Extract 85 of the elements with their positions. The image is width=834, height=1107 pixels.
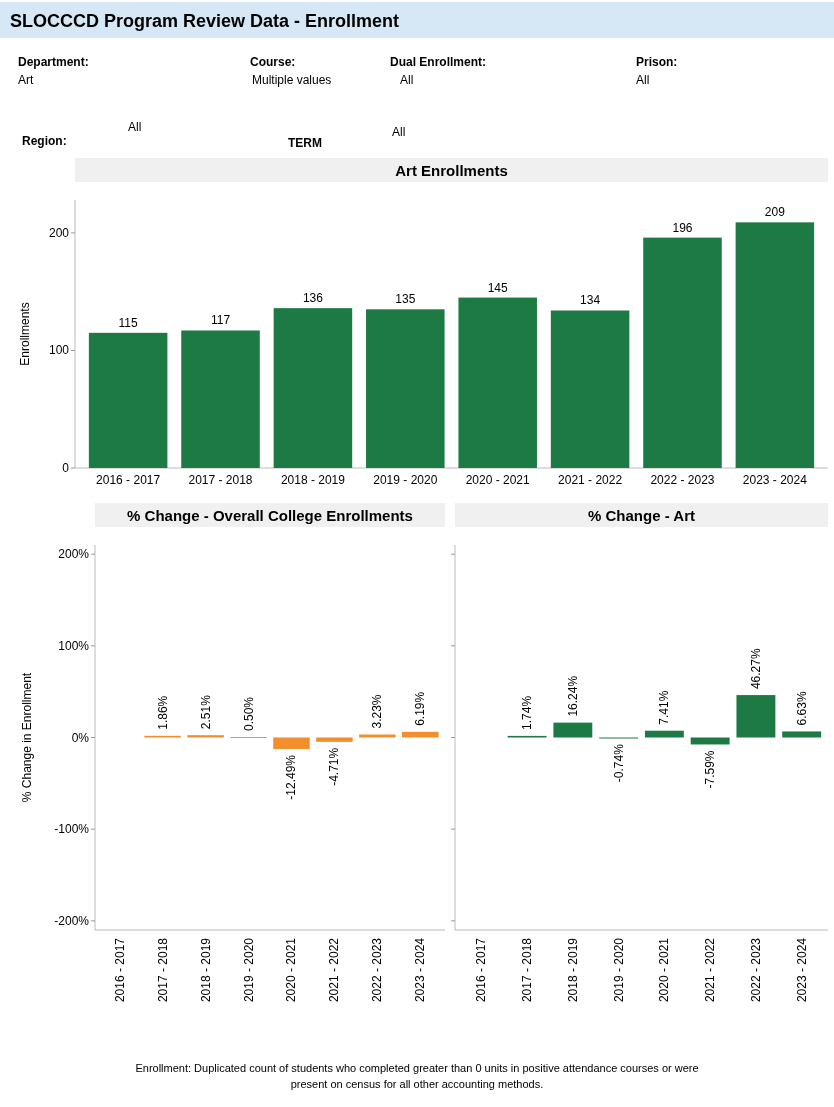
y-tick-label: 100% [58, 638, 90, 653]
y-tick-label: 200% [58, 547, 90, 562]
bar [782, 731, 822, 738]
data-label: -0.74% [611, 743, 626, 783]
data-label: 196 [672, 220, 693, 235]
x-tick-label: 2019 - 2020 [611, 937, 626, 1003]
y-axis-title: % Change in Enrollment [20, 672, 34, 803]
x-tick-label: 2021 - 2022 [558, 473, 623, 487]
x-tick-label: 2023 - 2024 [413, 937, 428, 1003]
x-tick-label: 2023 - 2024 [742, 473, 808, 487]
text: Prison: [636, 55, 678, 69]
bar [181, 330, 260, 468]
data-label: 16.24% [565, 675, 580, 717]
x-tick-label: 2021 - 2022 [703, 937, 718, 1003]
text: Dual Enrollment: [390, 55, 487, 69]
data-label: 1.86% [155, 695, 170, 730]
data-label: 1.74% [520, 695, 535, 730]
bar [550, 310, 630, 468]
data-label: 117 [210, 313, 231, 328]
text: All [128, 120, 142, 134]
data-label: -7.59% [703, 750, 718, 789]
x-tick-label: 2019 - 2020 [373, 473, 438, 487]
chart-title: % Change - Overall College Enrollments [127, 507, 413, 524]
x-tick-label: 2019 - 2020 [241, 937, 256, 1003]
chart-title: % Change - Art [588, 507, 695, 524]
x-tick-label: 2020 - 2021 [284, 937, 299, 1003]
x-tick-label: 2020 - 2021 [657, 937, 672, 1003]
y-tick-label: 0% [71, 730, 90, 745]
y-axis-title: Enrollments [18, 302, 32, 366]
text: Department: [18, 55, 89, 69]
text: Multiple values [252, 73, 332, 87]
x-tick-label: 2018 - 2019 [198, 937, 213, 1003]
y-tick-label: -200% [54, 913, 90, 928]
bar [644, 730, 684, 738]
x-tick-label: 2022 - 2023 [748, 937, 763, 1003]
y-tick-label: 200 [48, 225, 70, 240]
data-label: 46.27% [748, 648, 763, 690]
y-tick-label: 100 [48, 343, 70, 358]
text: SLOCCCD Program Review Data - Enrollment [10, 11, 400, 31]
bar [273, 308, 353, 468]
text: TERM [288, 136, 322, 150]
x-tick-label: 2016 - 2017 [474, 937, 489, 1003]
x-tick-label: 2018 - 2019 [280, 473, 346, 487]
data-label: 7.41% [657, 690, 672, 725]
x-tick-label: 2022 - 2023 [370, 937, 385, 1003]
bar [643, 237, 722, 468]
bar [553, 722, 593, 738]
text: Region: [22, 134, 67, 148]
data-label: 115 [118, 315, 139, 330]
x-tick-label: 2018 - 2019 [565, 937, 580, 1003]
data-label: 209 [764, 205, 786, 220]
x-tick-label: 2021 - 2022 [327, 937, 342, 1003]
data-label: 3.23% [370, 694, 385, 729]
data-label: 0.50% [241, 696, 256, 732]
x-tick-label: 2017 - 2018 [520, 937, 535, 1003]
data-label: 136 [302, 291, 324, 306]
bar [88, 332, 168, 468]
data-label: 2.51% [198, 694, 213, 730]
bar [458, 297, 537, 468]
data-label: 134 [580, 293, 601, 308]
chart-title: Art Enrollments [395, 162, 508, 179]
y-tick-label: 0 [62, 461, 70, 475]
bar [736, 695, 776, 738]
data-label: -4.71% [327, 747, 342, 786]
x-tick-label: 2022 - 2023 [650, 473, 715, 487]
x-tick-label: 2016 - 2017 [112, 937, 127, 1003]
text: All [400, 73, 414, 87]
text: Art [18, 73, 34, 87]
y-tick-label: -100% [54, 822, 90, 837]
bar [735, 222, 815, 468]
bar [366, 309, 445, 468]
x-tick-label: 2017 - 2018 [188, 473, 253, 487]
data-label: 135 [395, 292, 416, 307]
text: Course: [250, 55, 296, 69]
data-label: 6.63% [794, 691, 809, 726]
x-tick-label: 2016 - 2017 [96, 473, 161, 487]
text: All [392, 125, 406, 139]
x-tick-label: 2023 - 2024 [794, 937, 809, 1003]
data-label: -12.49% [284, 754, 299, 800]
data-label: 145 [487, 280, 509, 295]
text: All [636, 73, 650, 87]
text: Enrollment: Duplicated count of students who completed greater than 0 units in positive attendance courses or were present on census for all other accounting methods. [135, 1062, 699, 1090]
data-label: 6.19% [413, 691, 428, 726]
x-tick-label: 2017 - 2018 [155, 937, 170, 1003]
x-tick-label: 2020 - 2021 [465, 473, 531, 487]
